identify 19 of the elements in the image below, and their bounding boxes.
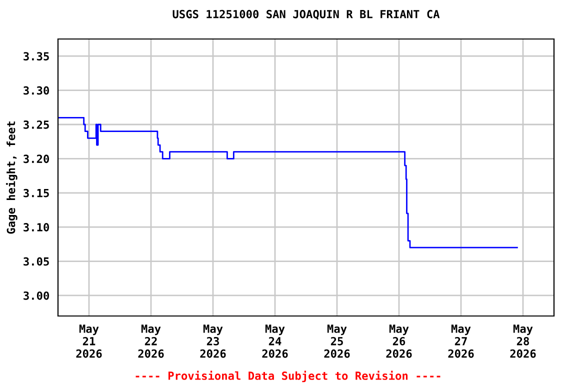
chart-title: USGS 11251000 SAN JOAQUIN R BL FRIANT CA [172, 10, 440, 20]
x-tick-label: May 23 2026 [200, 324, 226, 358]
x-tick-label: May 21 2026 [76, 324, 102, 358]
x-tick-label: May 27 2026 [448, 324, 474, 358]
text: ---- Provisional Data Subject to Revision ---- [136, 370, 440, 382]
y-tick-label: 3.20 [24, 154, 49, 164]
x-tick-label: May 26 2026 [386, 324, 412, 358]
x-tick-label: May 28 2026 [510, 324, 536, 358]
x-tick-label: May 24 2026 [262, 324, 288, 358]
y-tick-label: 3.05 [24, 257, 49, 266]
y-tick-label: 3.35 [24, 52, 49, 60]
x-tick-label: May 22 2026 [138, 324, 164, 358]
y-tick-label: 3.00 [24, 291, 49, 300]
x-tick-label: May 25 2026 [324, 324, 350, 358]
y-tick-label: 3.10 [24, 223, 49, 232]
y-axis-title: Gage height, feet [6, 122, 18, 234]
y-tick-label: 3.25 [24, 120, 49, 129]
y-tick-label: 3.30 [24, 86, 49, 95]
y-tick-label: 3.15 [24, 188, 49, 198]
